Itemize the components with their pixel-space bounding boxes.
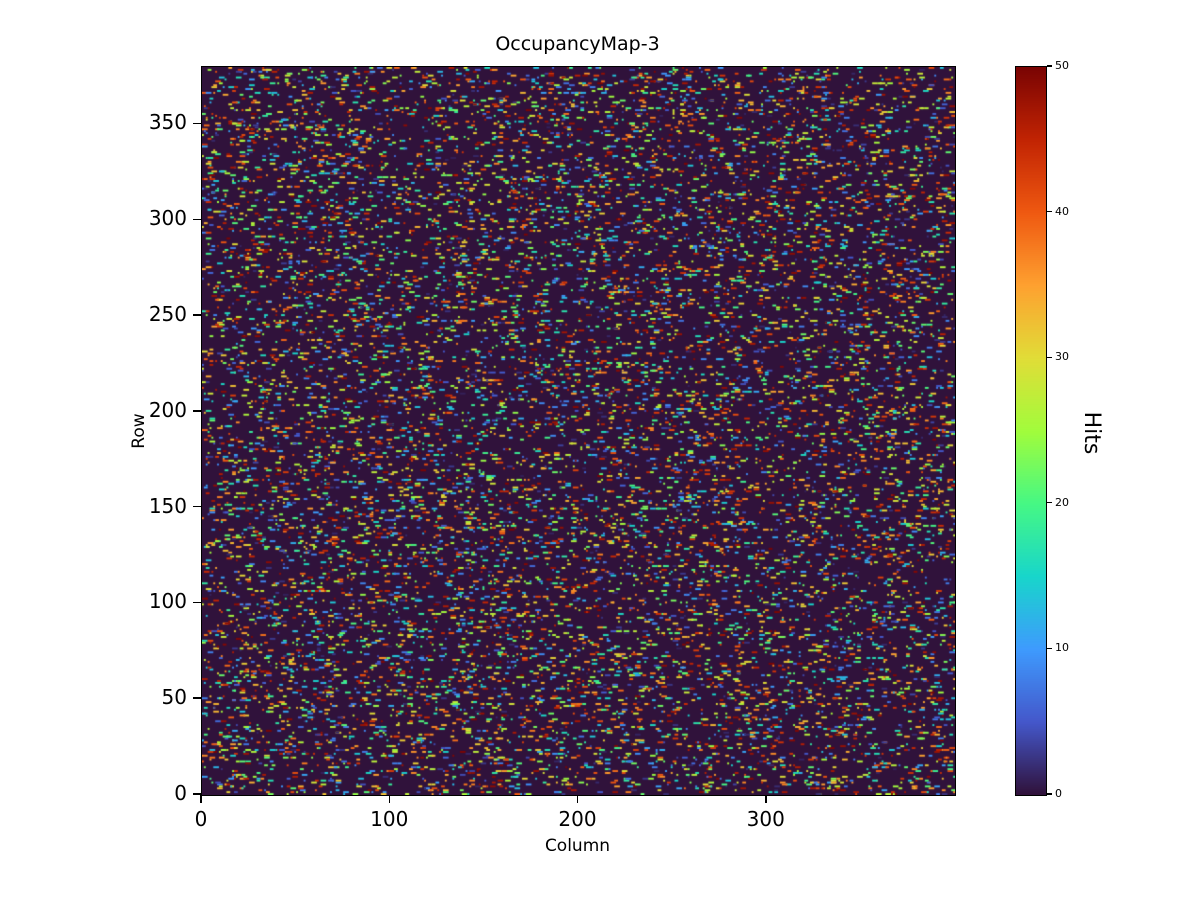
colorbar-tick-label: 50 [1055,59,1069,72]
x-tick-label: 300 [746,807,785,831]
colorbar-tick-mark [1047,793,1052,795]
heatmap-canvas [202,67,955,795]
y-tick-label: 100 [148,589,187,614]
y-tick-mark [193,314,201,316]
colorbar-tick-mark [1047,356,1052,358]
x-tick-mark [765,795,767,803]
colorbar-tick-label: 10 [1055,641,1069,655]
y-tick-mark [193,122,201,125]
colorbar-tick-mark [1047,502,1052,504]
colorbar-tick-mark [1047,211,1052,213]
y-axis-label: Row [129,413,149,449]
heatmap-plot-area [201,66,956,796]
y-tick-mark [193,697,201,699]
x-tick-mark [388,795,390,803]
y-tick-label: 150 [148,493,187,518]
x-tick-label: 200 [558,807,597,831]
x-tick-mark [200,795,202,803]
x-tick-label: 100 [370,807,409,831]
chart-title: OccupancyMap-3 [495,33,660,55]
y-tick-label: 200 [148,397,187,422]
colorbar-tick-mark [1047,65,1052,67]
colorbar [1015,66,1047,796]
y-tick-label: 350 [148,110,187,135]
colorbar-tick-label: 40 [1055,204,1069,218]
y-tick-mark [193,793,201,795]
colorbar-tick-label: 0 [1055,787,1062,800]
colorbar-canvas [1016,67,1046,795]
y-tick-label: 50 [161,685,187,710]
y-tick-label: 0 [174,781,187,805]
x-tick-label: 0 [194,807,208,831]
colorbar-tick-mark [1047,647,1052,649]
y-tick-mark [193,505,201,508]
colorbar-tick-label: 20 [1055,495,1069,509]
y-tick-label: 250 [148,302,187,327]
y-tick-mark [193,410,201,412]
y-tick-mark [193,601,201,604]
colorbar-label: Hits [1079,411,1104,455]
x-tick-mark [576,795,579,803]
colorbar-tick-label: 30 [1055,350,1069,364]
x-axis-label: Column [544,836,611,856]
y-tick-mark [193,218,201,220]
y-tick-label: 300 [148,206,187,231]
